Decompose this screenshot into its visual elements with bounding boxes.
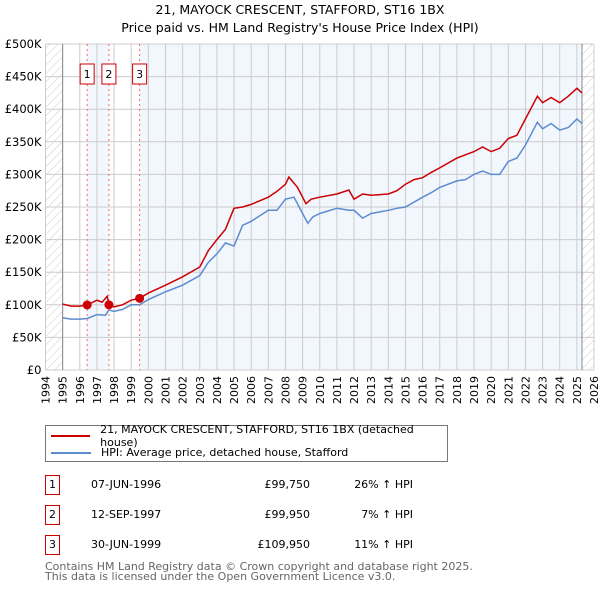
transaction-row: 2 12-SEP-1997 £99,950 7% ↑ HPI (45, 505, 465, 525)
sale-marker-box (101, 63, 117, 85)
y-tick-label: £100K (5, 298, 42, 312)
legend-item-property: 21, MAYOCK CRESCENT, STAFFORD, ST16 1BX … (46, 423, 447, 449)
x-tick-label: 2018 (451, 376, 464, 404)
x-tick-label: 2022 (519, 376, 532, 404)
x-tick-label: 2000 (142, 376, 155, 404)
sale-marker-box (132, 63, 148, 85)
sale-marker-box (79, 63, 95, 85)
x-tick-label: 1998 (108, 376, 121, 404)
x-tick-label: 2002 (177, 376, 190, 404)
y-tick-label: £400K (5, 102, 42, 116)
sale-marker-badge: 3 (45, 535, 60, 555)
x-tick-label: 2026 (588, 376, 600, 404)
x-tick-label: 1995 (57, 376, 70, 404)
sale-date: 30-JUN-1999 (91, 538, 162, 551)
x-tick-label: 2001 (159, 376, 172, 404)
sale-hpi-diff: 11% ↑ HPI (354, 538, 413, 551)
y-tick-label: £350K (5, 135, 42, 149)
legend-item-hpi: HPI: Average price, detached house, Staf… (46, 444, 348, 461)
sale-hpi-diff: 7% ↑ HPI (361, 508, 413, 521)
x-tick-label: 2009 (297, 376, 310, 404)
x-tick-label: 2010 (314, 376, 327, 404)
y-tick-label: £250K (5, 200, 42, 214)
sale-point (104, 300, 114, 310)
sale-price: £99,950 (264, 508, 311, 521)
x-tick-label: 2008 (279, 376, 292, 404)
x-tick-label: 2019 (468, 376, 481, 404)
sale-date: 07-JUN-1996 (91, 478, 162, 491)
legend-swatch-red (51, 434, 91, 437)
x-tick-label: 2014 (382, 376, 395, 404)
sale-point (135, 293, 145, 303)
x-tick-label: 2006 (245, 376, 258, 404)
x-tick-label: 2004 (211, 376, 224, 404)
x-tick-label: 2023 (537, 376, 550, 404)
x-tick-label: 2012 (348, 376, 361, 404)
x-tick-label: 2015 (399, 376, 412, 404)
x-tick-label: 1999 (125, 376, 138, 404)
legend-label: HPI: Average price, detached house, Staf… (101, 446, 349, 459)
x-tick-label: 1994 (40, 376, 53, 404)
y-tick-label: £500K (5, 37, 42, 51)
y-tick-label: £0 (27, 363, 42, 377)
legend-label: 21, MAYOCK CRESCENT, STAFFORD, ST16 1BX … (100, 422, 414, 449)
sale-marker-badge: 1 (45, 475, 60, 495)
sale-marker-label: 1 (84, 68, 91, 81)
sale-point (82, 300, 92, 310)
legend: 21, MAYOCK CRESCENT, STAFFORD, ST16 1BX … (45, 423, 448, 462)
y-tick-label: £200K (5, 233, 42, 247)
sale-marker-badge: 2 (45, 505, 60, 525)
transaction-row: 3 30-JUN-1999 £109,950 11% ↑ HPI (45, 535, 465, 555)
x-tick-label: 2016 (417, 376, 430, 404)
x-tick-label: 2025 (571, 376, 584, 404)
property-price-line (62, 87, 583, 308)
sale-marker-label: 2 (105, 68, 112, 81)
sale-hpi-diff: 26% ↑ HPI (354, 478, 413, 491)
hpi-line (62, 117, 583, 320)
price-chart: 1 2 3 1994 1995 1996 1997 1998 1999 2000 2001 2002 2… (5, 37, 600, 404)
x-tick-label: 2017 (434, 376, 447, 404)
legend-swatch-blue (51, 451, 91, 454)
x-tick-label: 2020 (485, 376, 498, 404)
x-tick-label: 2021 (502, 376, 515, 404)
x-tick-label: 2007 (262, 376, 275, 404)
transaction-row: 1 07-JUN-1996 £99,750 26% ↑ HPI (45, 475, 465, 495)
y-tick-label: £50K (12, 330, 42, 344)
chart-title: 21, MAYOCK CRESCENT, STAFFORD, ST16 1BX (155, 2, 445, 17)
x-tick-label: 2013 (365, 376, 378, 404)
sale-price: £109,950 (257, 538, 311, 551)
x-tick-label: 1997 (91, 376, 104, 404)
x-tick-label: 2024 (554, 376, 567, 404)
x-tick-label: 2005 (228, 376, 241, 404)
sale-date: 12-SEP-1997 (91, 508, 162, 521)
sale-marker-label: 3 (136, 68, 143, 81)
x-tick-label: 2011 (331, 376, 344, 404)
footer-licence: This data is licensed under the Open Gov… (45, 570, 396, 583)
y-tick-label: £150K (5, 265, 42, 279)
x-tick-label: 2003 (194, 376, 207, 404)
y-tick-label: £300K (5, 167, 42, 181)
sale-price: £99,750 (264, 478, 311, 491)
y-tick-label: £450K (5, 70, 42, 84)
x-tick-label: 1996 (74, 376, 87, 404)
footer-copyright: Contains HM Land Registry data © Crown c… (45, 560, 473, 573)
chart-subtitle: Price paid vs. HM Land Registry's House … (121, 20, 479, 35)
